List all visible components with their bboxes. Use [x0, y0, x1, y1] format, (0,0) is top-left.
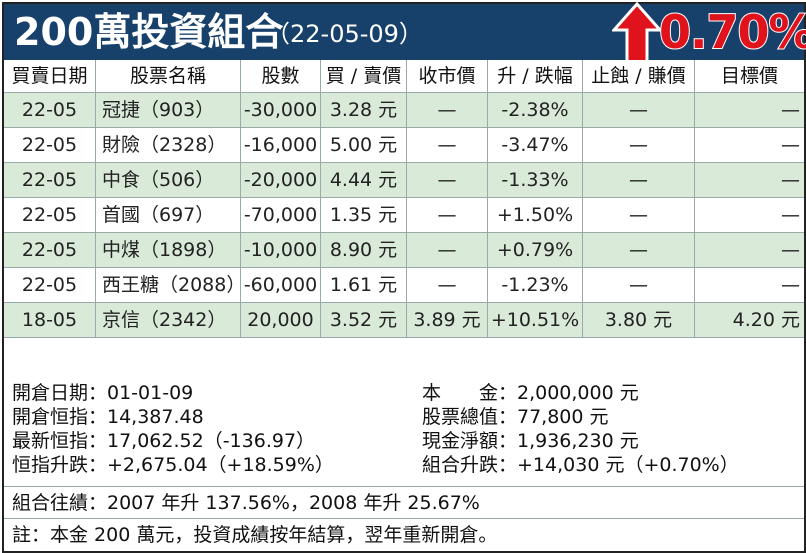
cell-stop-loss: — — [583, 198, 695, 232]
col-stock-name: 股票名稱 — [96, 60, 241, 92]
cell-target: — — [781, 134, 800, 156]
table-row: 22-05 財險（2328） -16,000 5.00 元 — -3.47% —… — [4, 128, 804, 163]
cell-shares: -10,000 — [241, 233, 321, 267]
cell-target: — — [781, 274, 800, 296]
cell-close-price: — — [407, 233, 488, 267]
title-bar: 200萬投資組合 （22-05-09） — [4, 4, 804, 60]
cell-close-price: — — [407, 268, 488, 302]
portfolio-change-badge: 0.70% — [610, 0, 806, 70]
table-row: 22-05 中食（506） -20,000 4.44 元 — -1.33% — … — [4, 163, 804, 198]
cell-date: 22-05 — [4, 233, 96, 267]
cell-close-price: — — [407, 198, 488, 232]
cell-stock: 中煤（1898） — [96, 233, 241, 267]
col-stop-loss: 止蝕 / 賺價 — [583, 60, 695, 92]
col-close-price: 收市價 — [407, 60, 488, 92]
summary-portfolio-change: 組合升跌：+14,030 元（+0.70%） — [422, 454, 739, 476]
portfolio-summary: 開倉日期：01-01-09 開倉恒指：14,387.48 最新恒指：17,062… — [4, 373, 804, 487]
cell-date: 22-05 — [4, 163, 96, 197]
cell-trade-price: 1.61 元 — [321, 268, 407, 302]
cell-close-price: 3.89 元 — [407, 303, 488, 337]
table-row: 22-05 冠捷（903） -30,000 3.28 元 — -2.38% — … — [4, 93, 804, 128]
table-row: 22-05 中煤（1898） -10,000 8.90 元 — +0.79% —… — [4, 233, 804, 268]
table-row: 18-05 京信（2342） 20,000 3.52 元 3.89 元 +10.… — [4, 303, 804, 338]
cell-target: — — [781, 204, 800, 226]
cell-close-price: — — [407, 93, 488, 127]
cell-trade-price: 8.90 元 — [321, 233, 407, 267]
report-date: （22-05-09） — [266, 20, 423, 48]
cell-change: +0.79% — [488, 233, 583, 267]
cell-trade-price: 3.28 元 — [321, 93, 407, 127]
table-row: 22-05 首國（697） -70,000 1.35 元 — +1.50% — … — [4, 198, 804, 233]
cell-shares: -20,000 — [241, 163, 321, 197]
cell-date: 22-05 — [4, 93, 96, 127]
cell-shares: -60,000 — [241, 268, 321, 302]
table-row: 22-05 西王糖（2088） -60,000 1.61 元 — -1.23% … — [4, 268, 804, 303]
cell-stock: 西王糖（2088） — [96, 268, 245, 302]
summary-stock-value: 股票總值：77,800 元 — [422, 406, 609, 428]
cell-target: — — [781, 169, 800, 191]
summary-latest-index: 最新恒指：17,062.52（-136.97） — [12, 430, 316, 452]
col-trade-date: 買賣日期 — [4, 60, 96, 92]
summary-index-change: 恒指升跌：+2,675.04（+18.59%） — [12, 454, 334, 476]
cell-stop-loss: — — [583, 268, 695, 302]
cell-trade-price: 3.52 元 — [321, 303, 407, 337]
cell-change: -1.23% — [488, 268, 583, 302]
holdings-table: 22-05 冠捷（903） -30,000 3.28 元 — -2.38% — … — [4, 93, 804, 338]
cell-change: -2.38% — [488, 93, 583, 127]
summary-capital: 本 金：2,000,000 元 — [422, 382, 639, 404]
cell-shares: -16,000 — [241, 128, 321, 162]
cell-close-price: — — [407, 163, 488, 197]
summary-net-cash: 現金淨額：1,936,230 元 — [422, 430, 639, 452]
cell-target: — — [781, 99, 800, 121]
col-shares: 股數 — [241, 60, 321, 92]
cell-shares: -70,000 — [241, 198, 321, 232]
cell-date: 22-05 — [4, 128, 96, 162]
cell-stop-loss: 3.80 元 — [583, 303, 695, 337]
cell-shares: -30,000 — [241, 93, 321, 127]
cell-stock: 中食（506） — [96, 163, 241, 197]
summary-open-index: 開倉恒指：14,387.48 — [12, 406, 204, 428]
cell-change: -1.33% — [488, 163, 583, 197]
cell-stock: 首國（697） — [96, 198, 241, 232]
cell-date: 22-05 — [4, 268, 96, 302]
summary-open-date: 開倉日期：01-01-09 — [12, 382, 194, 404]
cell-stock: 財險（2328） — [96, 128, 241, 162]
cell-stop-loss: — — [583, 233, 695, 267]
cell-stop-loss: — — [583, 128, 695, 162]
col-change: 升 / 跌幅 — [488, 60, 583, 92]
portfolio-history: 組合往績：2007 年升 137.56%，2008 年升 25.67% — [4, 487, 804, 519]
cell-stop-loss: — — [583, 93, 695, 127]
page-title: 200萬投資組合 — [14, 10, 284, 54]
cell-date: 18-05 — [4, 303, 96, 337]
cell-change: +10.51% — [488, 303, 583, 337]
cell-trade-price: 5.00 元 — [321, 128, 407, 162]
cell-date: 22-05 — [4, 198, 96, 232]
cell-close-price: — — [407, 128, 488, 162]
cell-change: +1.50% — [488, 198, 583, 232]
cell-stock: 京信（2342） — [96, 303, 241, 337]
cell-target: — — [781, 239, 800, 261]
col-trade-price: 買 / 賣價 — [321, 60, 407, 92]
change-percent: 0.70% — [658, 4, 806, 60]
cell-stop-loss: — — [583, 163, 695, 197]
footnote: 註：本金 200 萬元，投資成績按年結算，翌年重新開倉。 — [12, 524, 498, 546]
table-header: 買賣日期 股票名稱 股數 買 / 賣價 收市價 升 / 跌幅 止蝕 / 賺價 目… — [4, 60, 804, 93]
up-arrow-icon — [612, 2, 662, 64]
cell-target: 4.20 元 — [732, 309, 800, 331]
cell-shares: 20,000 — [241, 303, 321, 337]
cell-stock: 冠捷（903） — [96, 93, 241, 127]
col-target-price: 目標價 — [720, 65, 778, 87]
cell-trade-price: 4.44 元 — [321, 163, 407, 197]
cell-trade-price: 1.35 元 — [321, 198, 407, 232]
cell-change: -3.47% — [488, 128, 583, 162]
